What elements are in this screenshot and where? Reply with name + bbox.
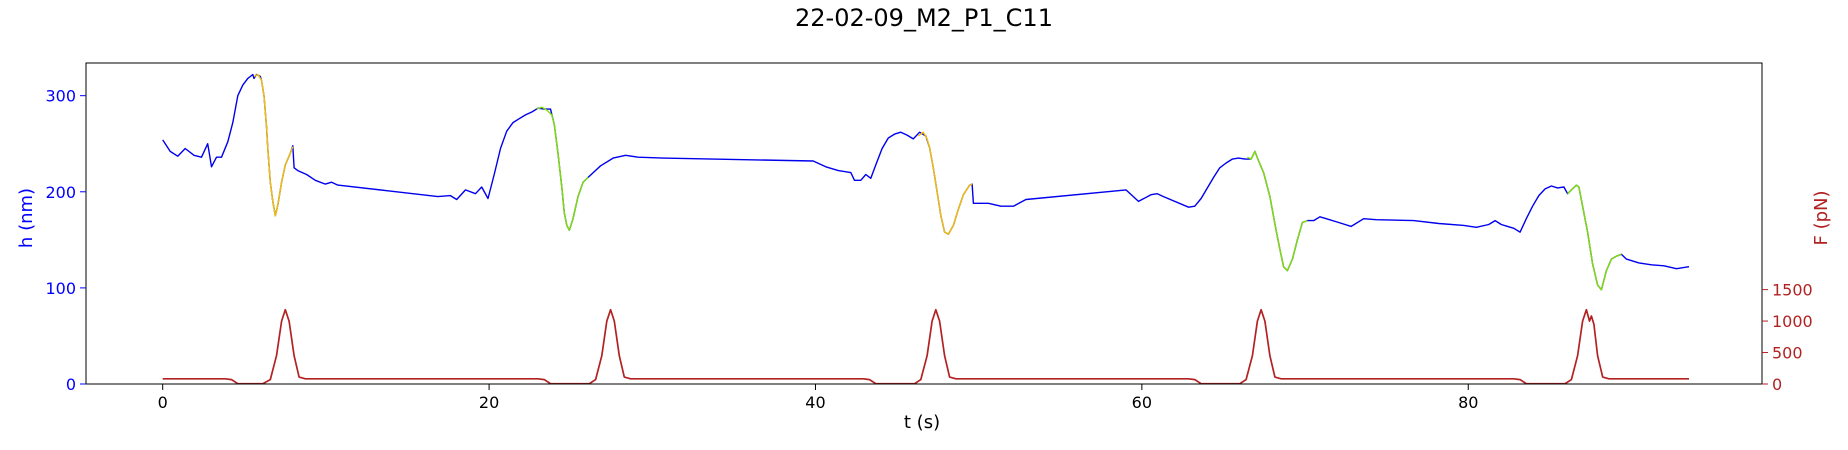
x-tick-label: 40 xyxy=(805,393,825,412)
x-tick-label: 0 xyxy=(158,393,168,412)
height-line-0 xyxy=(162,73,1690,291)
y-left-tick-label: 300 xyxy=(45,87,76,106)
chart-title: 22-02-09_M2_P1_C11 xyxy=(795,4,1053,32)
force-line-6 xyxy=(162,308,1689,385)
y-right-axis-title: F (pN) xyxy=(1811,190,1832,245)
y-left-tick-label: 200 xyxy=(45,183,76,202)
height-line-4 xyxy=(1247,150,1308,272)
y-right-tick-label: 0 xyxy=(1772,375,1782,394)
x-tick-label: 20 xyxy=(479,393,499,412)
height-line-3 xyxy=(917,131,973,235)
height-line-5 xyxy=(1567,184,1622,291)
series-layer xyxy=(162,73,1690,385)
y-left-tick-label: 100 xyxy=(45,279,76,298)
height-line-1 xyxy=(253,73,294,217)
y-left-axis-title: h (nm) xyxy=(16,188,37,248)
plot-frame xyxy=(85,62,1763,385)
x-axis-title: t (s) xyxy=(904,412,940,433)
y-right-tick-label: 1000 xyxy=(1772,312,1813,331)
y-right-tick-label: 500 xyxy=(1772,344,1803,363)
y-right-tick-label: 1500 xyxy=(1772,281,1813,300)
y-left-tick-label: 0 xyxy=(66,375,76,394)
axes-layer: 0 20 40 60 80 0 100 200 300 0 500 1000 1500 xyxy=(45,62,1813,412)
height-line-2 xyxy=(536,106,589,231)
x-tick-label: 60 xyxy=(1132,393,1152,412)
x-tick-label: 80 xyxy=(1458,393,1478,412)
